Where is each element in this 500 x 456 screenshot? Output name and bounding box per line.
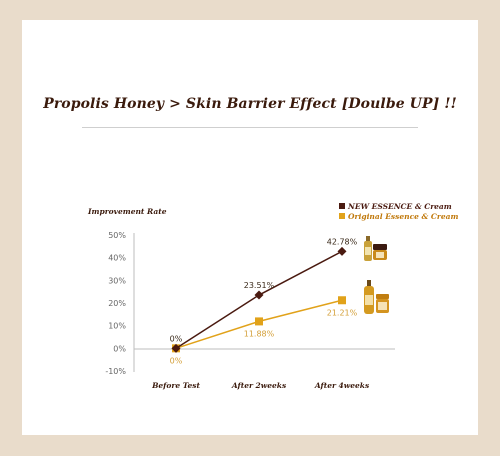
x-tick-label: Before Test [151,381,200,390]
new-products-illustration [364,236,387,261]
y-tick-label: -10% [105,367,126,376]
y-tick-label: 40% [108,254,126,263]
legend-label-original: Original Essence & Cream [348,212,458,221]
data-label: 21.21% [327,308,358,317]
data-label: 11.88% [244,329,275,338]
y-tick-label: 20% [108,299,126,308]
data-point [337,246,347,256]
x-tick-label: After 2weeks [231,381,287,390]
data-label: 0% [170,356,183,365]
data-label: 23.51% [244,281,275,290]
data-label: 42.78% [327,237,358,246]
original-products-illustration [364,280,389,314]
y-tick-label: 0% [113,344,126,353]
y-axis-title: Improvement Rate [87,207,167,216]
y-tick-label: 10% [108,322,126,331]
data-point [338,296,346,305]
data-label: 0% [170,334,183,343]
legend: NEW ESSENCE & Cream Original Essence & C… [339,202,458,221]
legend-label-new: NEW ESSENCE & Cream [347,202,452,211]
page-title: Propolis Honey > Skin Barrier Effect [Do… [43,96,457,112]
legend-swatch-original [339,213,345,219]
data-point [171,343,181,353]
data-point [255,317,263,326]
y-tick-label: 50% [108,231,126,240]
legend-swatch-new [339,203,345,209]
title-divider [82,127,418,128]
y-ticks: 50% 40% 30% 20% 10% 0% -10% [105,231,126,376]
x-tick-labels: Before Test After 2weeks After 4weeks [151,381,370,390]
y-tick-label: 30% [108,276,126,285]
data-point [254,290,264,300]
x-tick-label: After 4weeks [314,381,370,390]
white-panel [22,20,478,435]
series-layer: 0% 11.88% 21.21% 0% 23.51% 42.78% [170,237,358,365]
